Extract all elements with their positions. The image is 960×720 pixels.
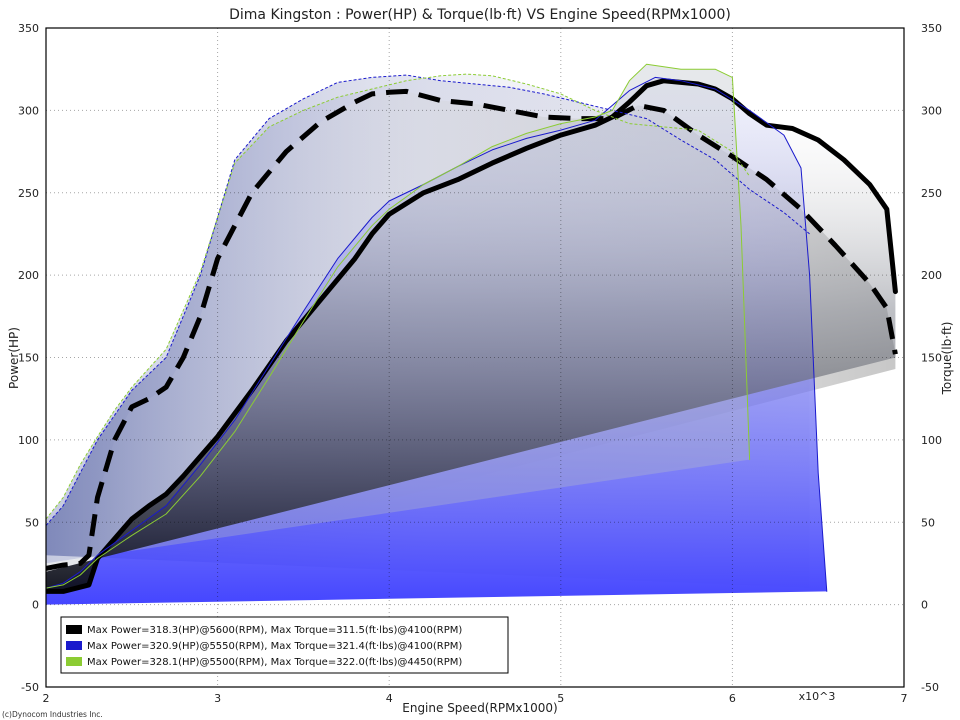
y-tick-label-left: 250 [18, 187, 39, 200]
y-tick-label-right: 50 [921, 516, 935, 529]
y-tick-label-right: 350 [921, 22, 942, 35]
y-tick-label-left: 300 [18, 104, 39, 117]
x-multiplier-label: x10^3 [799, 690, 836, 703]
x-axis-label: Engine Speed(RPMx1000) [402, 701, 558, 715]
y-tick-label-left: 350 [18, 22, 39, 35]
y-tick-label-right: 0 [921, 599, 928, 612]
y-tick-label-left: 50 [25, 516, 39, 529]
torque-line-series-2 [46, 74, 810, 526]
legend-entry-2: Max Power=320.9(HP)@5550(RPM), Max Torqu… [87, 641, 462, 652]
legend-swatch-2 [66, 641, 82, 650]
legend-swatch-3 [66, 657, 82, 666]
y-tick-label-right: 150 [921, 352, 942, 365]
copyright-text: (c)Dynocom Industries Inc. [2, 710, 103, 719]
chart-title: Dima Kingston : Power(HP) & Torque(lb·ft… [229, 7, 731, 23]
tick-labels: 2 3 4 5 6 7 -50 0 50 100 150 200 250 300 350 -50 0 50 100 1… [18, 22, 942, 705]
torque-line-series-3 [46, 73, 751, 520]
power-area-fill-1 [46, 80, 896, 592]
power-line-series-1 [46, 78, 898, 594]
plot-frame [45, 27, 905, 688]
x-tick-label: 5 [557, 692, 564, 705]
y-tick-label-left: 150 [18, 352, 39, 365]
y-tick-label-right: 300 [921, 104, 942, 117]
legend: Max Power=318.3(HP)@5600(RPM), Max Torqu… [60, 616, 509, 674]
y-tick-label-left: -50 [21, 681, 39, 694]
power-line-series-3 [46, 63, 751, 589]
y-tick-label-left: 200 [18, 269, 39, 282]
legend-box [60, 616, 509, 674]
x-tick-label: 4 [386, 692, 393, 705]
x-tick-label: 3 [214, 692, 221, 705]
legend-swatch-1 [66, 625, 82, 634]
x-tick-label: 2 [43, 692, 50, 705]
legend-entry-1: Max Power=318.3(HP)@5600(RPM), Max Torqu… [87, 625, 462, 636]
y-tick-label-right: 200 [921, 269, 942, 282]
y-axis-label-right: Torque(lb·ft) [940, 322, 954, 396]
y-axis-label-left: Power(HP) [7, 327, 21, 389]
torque-line-series-1 [46, 88, 898, 571]
y-tick-label-left: 100 [18, 434, 39, 447]
y-tick-label-right: 100 [921, 434, 942, 447]
y-tick-label-right: -50 [921, 681, 939, 694]
series-lines [46, 63, 898, 594]
legend-entry-3: Max Power=328.1(HP)@5500(RPM), Max Torqu… [87, 657, 462, 668]
y-tick-label-left: 0 [32, 599, 39, 612]
x-tick-label: 7 [901, 692, 908, 705]
y-tick-label-right: 250 [921, 187, 942, 200]
x-tick-label: 6 [729, 692, 736, 705]
area-fills [46, 64, 896, 605]
